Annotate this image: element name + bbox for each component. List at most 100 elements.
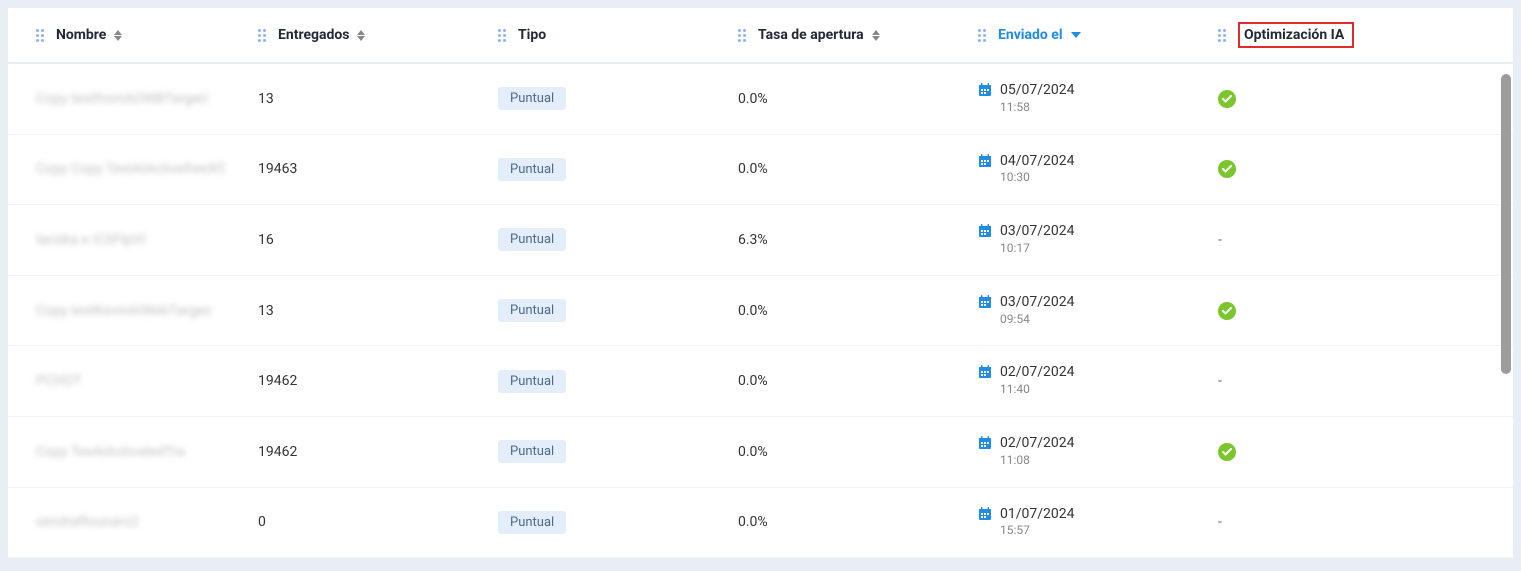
column-header-nombre[interactable]: Nombre (8, 27, 248, 43)
type-badge: Puntual (498, 440, 566, 463)
column-header-tasa[interactable]: Tasa de apertura (728, 27, 968, 43)
campaign-name[interactable]: Copy Copy TestAIActivefreeXC (36, 161, 226, 177)
dash-value: - (1218, 232, 1222, 248)
date-value: 01/07/2024 (1000, 506, 1075, 523)
cell-optimizacion: - (1208, 514, 1468, 530)
campaign-name[interactable]: Copy TesAIActivatedTra (36, 444, 185, 460)
campaign-name[interactable]: PCHOT (36, 373, 82, 389)
type-badge: Puntual (498, 228, 566, 251)
highlight-box: Optimización IA (1238, 22, 1354, 48)
time-value: 11:40 (1000, 381, 1075, 398)
cell-enviado: 04/07/202410:30 (968, 153, 1208, 187)
drag-handle-icon[interactable] (36, 29, 44, 42)
cell-optimizacion (1208, 302, 1468, 320)
drag-handle-icon[interactable] (978, 29, 986, 42)
table-row[interactable]: sendraftounars2 0 Puntual 0.0%01/07/202415:… (8, 488, 1513, 559)
cell-enviado: 03/07/202410:17 (968, 223, 1208, 257)
check-circle-icon (1218, 302, 1236, 320)
cell-name: PCHOT (8, 373, 248, 389)
column-label: Entregados (278, 27, 349, 43)
campaign-name[interactable]: Copy testKevinAIWebTarges (36, 303, 211, 319)
date-value: 02/07/2024 (1000, 435, 1075, 452)
table-row[interactable]: Copy testfromAOWBTargeU 13Puntual0.0% 05/0… (8, 64, 1513, 135)
drag-handle-icon[interactable] (498, 29, 506, 42)
scrollbar-thumb[interactable] (1501, 74, 1511, 374)
cell-entregados: 0 (248, 514, 488, 530)
time-value: 11:08 (1000, 452, 1075, 469)
table-row[interactable]: PCHOT19462Puntual0.0%02/07/202411:40- (8, 346, 1513, 417)
cell-tasa: 0.0% (728, 91, 968, 107)
cell-name: Iacidra e iCSFIpVI (8, 232, 248, 248)
cell-optimizacion (1208, 443, 1468, 461)
cell-enviado: 02/07/202411:08 (968, 435, 1208, 469)
cell-entregados: 19463 (248, 161, 488, 177)
cell-tipo: Puntual (488, 228, 728, 251)
time-value: 11:58 (1000, 99, 1075, 116)
drag-handle-icon[interactable] (738, 29, 746, 42)
cell-tasa: 6.3% (728, 232, 968, 248)
column-header-optimizacion[interactable]: Optimización IA (1208, 22, 1468, 48)
cell-entregados: 13 (248, 91, 488, 107)
table-body: Copy testfromAOWBTargeU13Puntual0.0%05/0… (8, 64, 1513, 558)
column-label: Enviado el (998, 27, 1063, 43)
cell-optimizacion (1208, 90, 1468, 108)
cell-entregados: 13 (248, 303, 488, 319)
table-header-row: Nombre Entregados Ti (8, 8, 1513, 64)
table-row[interactable]: Copy Copy TestAIActivefreeXC 19463 Puntual… (8, 135, 1513, 206)
scrollbar-track[interactable] (1501, 74, 1511, 548)
calendar-icon (978, 436, 992, 454)
sort-icon[interactable] (357, 30, 365, 41)
calendar-icon (978, 507, 992, 525)
cell-name: Copy TesAIActivatedTra (8, 444, 248, 460)
cell-tipo: Puntual (488, 511, 728, 534)
type-badge: Puntual (498, 511, 566, 534)
type-badge: Puntual (498, 158, 566, 181)
cell-enviado: 02/07/202411:40 (968, 364, 1208, 398)
cell-enviado: 01/07/202415:57 (968, 506, 1208, 540)
date-value: 03/07/2024 (1000, 223, 1075, 240)
cell-tasa: 0.0% (728, 373, 968, 389)
column-label: Optimización IA (1244, 27, 1344, 43)
drag-handle-icon[interactable] (258, 29, 266, 42)
cell-entregados: 16 (248, 232, 488, 248)
campaign-name[interactable]: Copy testfromAOWBTargeU (36, 91, 208, 107)
column-header-enviado[interactable]: Enviado el (968, 27, 1208, 43)
sort-icon[interactable] (114, 30, 122, 41)
dash-value: - (1218, 373, 1222, 389)
check-circle-icon (1218, 160, 1236, 178)
date-value: 03/07/2024 (1000, 294, 1075, 311)
cell-tasa: 0.0% (728, 444, 968, 460)
cell-tasa: 0.0% (728, 514, 968, 530)
column-label: Nombre (56, 27, 106, 43)
check-circle-icon (1218, 443, 1236, 461)
campaign-name[interactable]: sendraftounars2 (36, 514, 139, 530)
cell-entregados: 19462 (248, 444, 488, 460)
date-value: 04/07/2024 (1000, 153, 1075, 170)
time-value: 10:17 (1000, 240, 1075, 257)
cell-name: Copy testfromAOWBTargeU (8, 91, 248, 107)
table-row[interactable]: Copy TesAIActivatedTra19462Puntual0.0%02… (8, 417, 1513, 488)
drag-handle-icon[interactable] (1218, 29, 1226, 42)
campaign-name[interactable]: Iacidra e iCSFIpVI (36, 232, 145, 248)
table-row[interactable]: Copy testKevinAIWebTarges13Puntual0.0%03… (8, 276, 1513, 347)
cell-tipo: Puntual (488, 87, 728, 110)
cell-name: sendraftounars2 (8, 514, 248, 530)
column-label: Tipo (518, 27, 546, 43)
cell-optimizacion: - (1208, 373, 1468, 389)
cell-name: Copy Copy TestAIActivefreeXC (8, 161, 248, 177)
column-header-entregados[interactable]: Entregados (248, 27, 488, 43)
table-row[interactable]: Iacidra e iCSFIpVI16Puntual6.3%03/07/202… (8, 205, 1513, 276)
cell-tipo: Puntual (488, 370, 728, 393)
column-label: Tasa de apertura (758, 27, 864, 43)
calendar-icon (978, 295, 992, 313)
calendar-icon (978, 83, 992, 101)
date-value: 05/07/2024 (1000, 82, 1075, 99)
column-header-tipo[interactable]: Tipo (488, 27, 728, 43)
type-badge: Puntual (498, 299, 566, 322)
sort-icon[interactable] (872, 30, 880, 41)
calendar-icon (978, 224, 992, 242)
calendar-icon (978, 154, 992, 172)
type-badge: Puntual (498, 370, 566, 393)
sort-desc-icon[interactable] (1071, 32, 1081, 38)
cell-tipo: Puntual (488, 299, 728, 322)
